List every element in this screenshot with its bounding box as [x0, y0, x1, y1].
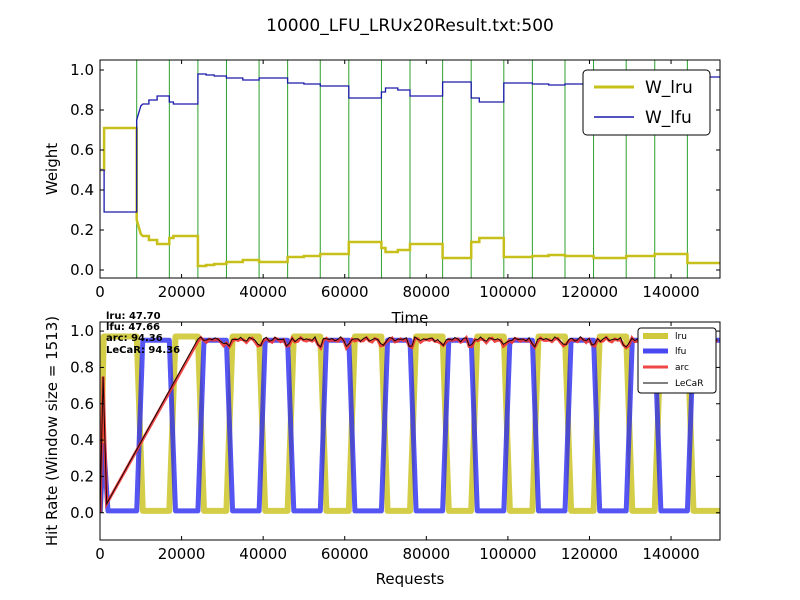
- weight-xtick-label: 40000: [239, 283, 287, 301]
- hitrate-ytick-label: 0.0: [70, 504, 94, 522]
- hitrate-xtick-label: 120000: [561, 545, 618, 563]
- legend-lfu-label: lfu: [675, 347, 686, 357]
- hitrate-legend: lru lfu arc LeCaR: [637, 327, 717, 394]
- hitrate-ytick-label: 1.0: [70, 322, 94, 340]
- hitrate-xtick-label: 60000: [321, 545, 369, 563]
- legend-w-lfu-label: W_lfu: [645, 108, 692, 128]
- hitrate-xtick-label: 20000: [158, 545, 206, 563]
- weight-ytick-label: 1.0: [70, 61, 94, 79]
- weight-xtick-label: 60000: [321, 283, 369, 301]
- hitrate-legend-box: [637, 327, 717, 394]
- hitrate-ytick-label: 0.6: [70, 395, 94, 413]
- hitrate-y-label: Hit Rate (Window size = 1513): [43, 316, 61, 546]
- weight-xtick-label: 140000: [642, 283, 699, 301]
- figure-title: 10000_LFU_LRUx20Result.txt:500: [266, 16, 554, 36]
- hitrate-xtick-label: 0: [95, 545, 105, 563]
- legend-lecar-label: LeCaR: [675, 379, 703, 389]
- hitrate-annotation: lru: 47.70 lfu: 47.66 arc: 94.36 LeCaR: …: [106, 311, 180, 356]
- weight-ytick-label: 0.8: [70, 101, 94, 119]
- legend-lru-label: lru: [675, 332, 687, 342]
- hitrate-xtick-label: 40000: [239, 545, 287, 563]
- hitrate-plot-frame: [99, 321, 721, 541]
- annotation-lfu: lfu: 47.66: [106, 322, 160, 333]
- hitrate-xtick-label: 140000: [642, 545, 699, 563]
- weight-x-label: Time: [391, 309, 429, 327]
- weight-xtick-label: 120000: [561, 283, 618, 301]
- weight-ytick-label: 0.2: [70, 221, 94, 239]
- hitrate-xtick-label: 80000: [402, 545, 450, 563]
- hitrate-ticks: 0 20000 40000 60000 80000 100000 120000 140000 0…: [70, 322, 720, 563]
- hitrate-ytick-label: 0.2: [70, 467, 94, 485]
- weight-y-label: Weight: [43, 143, 61, 195]
- weight-ytick-label: 0.0: [70, 261, 94, 279]
- legend-w-lru-label: W_lru: [645, 78, 693, 98]
- weight-plot-frame: [99, 59, 721, 279]
- weight-ytick-label: 0.6: [70, 141, 94, 159]
- weight-legend: W_lru W_lfu: [582, 69, 711, 136]
- hitrate-axes: 0 20000 40000 60000 80000 100000 120000 140000 0…: [43, 311, 721, 588]
- weight-ticks: 0 20000 40000 60000 80000 100000 120000 140000 0…: [70, 60, 720, 301]
- annotation-lru: lru: 47.70: [106, 311, 161, 322]
- series-line-w-lfu: [100, 73, 720, 213]
- annotation-lecar: LeCaR: 94.36: [106, 345, 180, 356]
- weight-xtick-label: 100000: [479, 283, 536, 301]
- hitrate-series: [100, 333, 720, 514]
- hitrate-x-label: Requests: [376, 570, 445, 588]
- annotation-arc: arc: 94.36: [106, 333, 163, 344]
- weight-xtick-label: 0: [95, 283, 105, 301]
- hitrate-xtick-label: 100000: [479, 545, 536, 563]
- weight-xtick-label: 80000: [402, 283, 450, 301]
- series-line-lecar: [100, 335, 718, 513]
- hitrate-ytick-label: 0.4: [70, 431, 94, 449]
- weight-xtick-label: 20000: [158, 283, 206, 301]
- legend-arc-label: arc: [675, 363, 689, 373]
- weight-series: [100, 73, 720, 268]
- hitrate-ytick-label: 0.8: [70, 358, 94, 376]
- weight-ytick-label: 0.4: [70, 181, 94, 199]
- weight-axes: 0 20000 40000 60000 80000 100000 120000 140000 0…: [43, 59, 721, 327]
- series-line-w-lru: [100, 126, 720, 268]
